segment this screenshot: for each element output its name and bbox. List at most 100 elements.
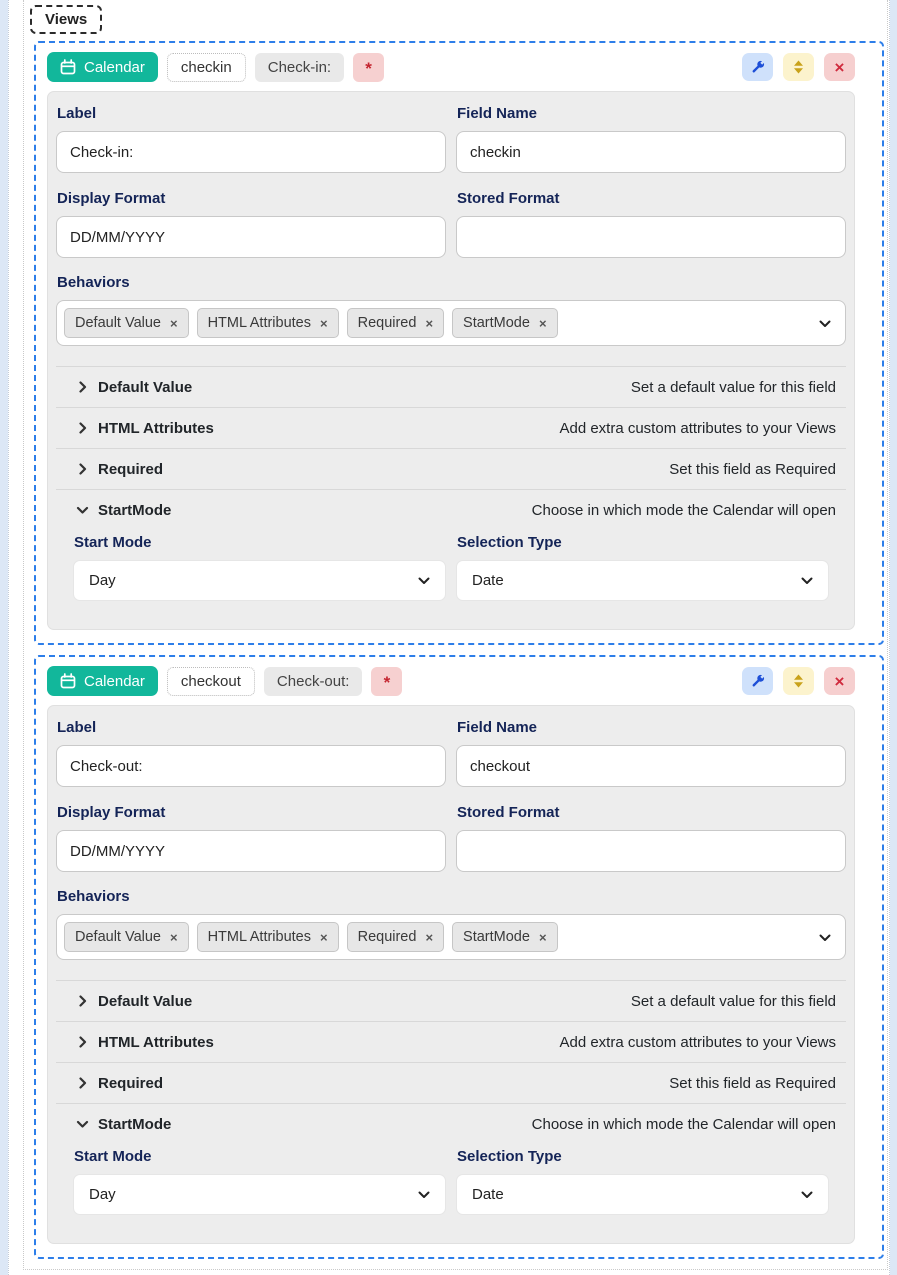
selection-type-select[interactable]: Date: [456, 560, 829, 601]
accordion-row-required[interactable]: Required Set this field as Required: [56, 1062, 846, 1103]
field-name-group: Field Name: [456, 718, 846, 787]
behaviors-label: Behaviors: [57, 274, 130, 291]
field-name-group: Field Name: [456, 104, 846, 173]
accordion-row-html-attributes[interactable]: HTML Attributes Add extra custom attribu…: [56, 1021, 846, 1062]
label-input[interactable]: [56, 745, 446, 787]
chevron-down-icon: [801, 577, 813, 584]
start-mode-group: Start Mode Day: [73, 533, 446, 601]
tag-label: Required: [357, 315, 417, 331]
tag-label: Default Value: [75, 315, 161, 331]
required-badge: *: [371, 666, 403, 696]
remove-tag-icon[interactable]: ×: [425, 315, 434, 331]
label-input[interactable]: [56, 131, 446, 173]
selection-type-label: Selection Type: [457, 534, 562, 551]
label-field-group: Label: [56, 718, 446, 787]
label-field-group: Label: [56, 104, 446, 173]
behavior-tag-default-value: Default Value ×: [64, 922, 189, 952]
field-label-chip: Check-out:: [263, 666, 363, 696]
behavior-tag-default-value: Default Value ×: [64, 308, 189, 338]
move-field-button[interactable]: [783, 667, 814, 695]
accordion-title: StartMode: [98, 1115, 172, 1133]
accordion-row-required[interactable]: Required Set this field as Required: [56, 448, 846, 489]
behavior-tag-html-attributes: HTML Attributes ×: [196, 922, 339, 952]
behavior-tag-html-attributes: HTML Attributes ×: [196, 308, 339, 338]
accordion-row-html-attributes[interactable]: HTML Attributes Add extra custom attribu…: [56, 407, 846, 448]
accordion-row-startmode[interactable]: StartMode Choose in which mode the Calen…: [56, 489, 846, 530]
display-format-label: Display Format: [57, 804, 166, 821]
stored-format-input[interactable]: [456, 216, 846, 258]
chevron-down-icon: [819, 320, 831, 327]
behaviors-multiselect[interactable]: Default Value × HTML Attributes × Required…: [56, 914, 846, 960]
calendar-icon: [60, 59, 76, 75]
behavior-tag-startmode: StartMode ×: [452, 308, 558, 338]
chevron-right-icon: [79, 995, 87, 1007]
field-card-checkout[interactable]: Calendar checkout Check-out: * × Label: [34, 655, 884, 1259]
field-name-input[interactable]: [456, 131, 846, 173]
field-type-label: Calendar: [84, 58, 145, 76]
start-mode-select[interactable]: Day: [73, 1174, 446, 1215]
close-icon: ×: [834, 57, 845, 77]
builder-canvas: Views Calendar checkin Check-in: * ×: [8, 0, 890, 1275]
remove-tag-icon[interactable]: ×: [169, 929, 178, 945]
field-label-chip: Check-in:: [254, 52, 345, 82]
accordion-description: Choose in which mode the Calendar will o…: [531, 1115, 836, 1133]
startmode-settings-panel: Start Mode Day Selection Type Date: [56, 530, 846, 601]
behavior-tag-required: Required ×: [346, 308, 445, 338]
stored-format-group: Stored Format: [456, 803, 846, 872]
accordion-description: Set a default value for this field: [630, 378, 836, 396]
edit-field-button[interactable]: [742, 667, 773, 695]
stored-format-input[interactable]: [456, 830, 846, 872]
display-format-input[interactable]: [56, 216, 446, 258]
display-format-label: Display Format: [57, 190, 166, 207]
start-mode-value: Day: [89, 1186, 116, 1203]
remove-tag-icon[interactable]: ×: [320, 315, 328, 331]
field-name-label: Field Name: [457, 719, 538, 736]
accordion-title: Required: [98, 1074, 164, 1092]
chevron-down-icon: [418, 577, 430, 584]
move-field-button[interactable]: [783, 53, 814, 81]
behaviors-block: Behaviors Default Value × HTML Attributes…: [56, 274, 846, 346]
delete-field-button[interactable]: ×: [824, 667, 855, 695]
chevron-down-icon: [819, 934, 831, 941]
accordion-row-startmode[interactable]: StartMode Choose in which mode the Calen…: [56, 1103, 846, 1144]
field-card-header: Calendar checkin Check-in: * ×: [47, 52, 855, 82]
delete-field-button[interactable]: ×: [824, 53, 855, 81]
accordion-description: Choose in which mode the Calendar will o…: [531, 501, 836, 519]
tag-label: Default Value: [75, 929, 161, 945]
chevron-right-icon: [79, 381, 87, 393]
remove-tag-icon[interactable]: ×: [320, 929, 328, 945]
selection-type-value: Date: [472, 1186, 504, 1203]
accordion-description: Set a default value for this field: [630, 992, 836, 1010]
close-icon: ×: [834, 671, 845, 691]
remove-tag-icon[interactable]: ×: [169, 315, 178, 331]
field-settings-panel: Label Field Name Display Format Stored F…: [47, 705, 855, 1244]
field-name-input[interactable]: [456, 745, 846, 787]
stored-format-label: Stored Format: [457, 804, 560, 821]
accordion-row-default-value[interactable]: Default Value Set a default value for th…: [56, 980, 846, 1021]
startmode-settings-panel: Start Mode Day Selection Type Date: [56, 1144, 846, 1215]
tag-label: StartMode: [463, 315, 530, 331]
chevron-right-icon: [79, 1077, 87, 1089]
views-dropzone[interactable]: Views Calendar checkin Check-in: * ×: [23, 0, 888, 1270]
field-name-label: Field Name: [457, 105, 538, 122]
display-format-input[interactable]: [56, 830, 446, 872]
selection-type-select[interactable]: Date: [456, 1174, 829, 1215]
chevron-right-icon: [79, 463, 87, 475]
field-settings-panel: Label Field Name Display Format Stored F…: [47, 91, 855, 630]
edit-field-button[interactable]: [742, 53, 773, 81]
remove-tag-icon[interactable]: ×: [538, 929, 547, 945]
remove-tag-icon[interactable]: ×: [538, 315, 547, 331]
behaviors-multiselect[interactable]: Default Value × HTML Attributes × Required…: [56, 300, 846, 346]
accordion-description: Set this field as Required: [669, 1074, 836, 1092]
remove-tag-icon[interactable]: ×: [425, 929, 434, 945]
start-mode-value: Day: [89, 572, 116, 589]
stored-format-label: Stored Format: [457, 190, 560, 207]
accordion-row-default-value[interactable]: Default Value Set a default value for th…: [56, 366, 846, 407]
start-mode-label: Start Mode: [74, 1148, 152, 1165]
start-mode-select[interactable]: Day: [73, 560, 446, 601]
field-card-checkin[interactable]: Calendar checkin Check-in: * × Label F: [34, 41, 884, 645]
chevron-down-icon: [418, 1191, 430, 1198]
selection-type-value: Date: [472, 572, 504, 589]
behaviors-block: Behaviors Default Value × HTML Attributes…: [56, 888, 846, 960]
required-asterisk: *: [365, 59, 372, 78]
